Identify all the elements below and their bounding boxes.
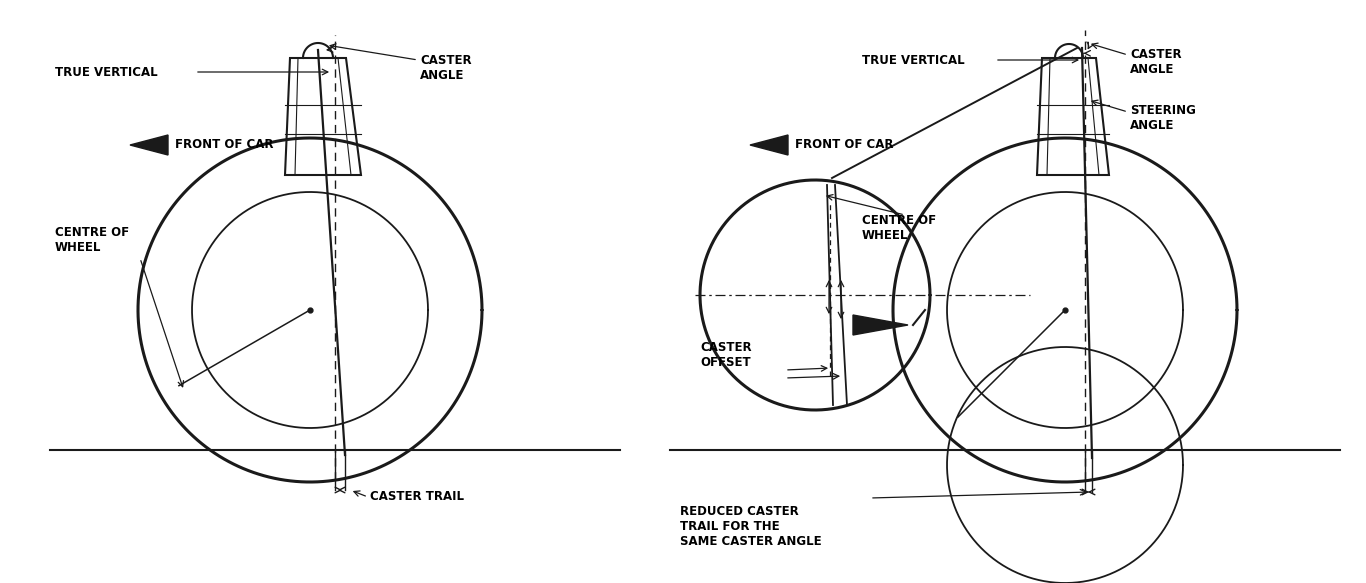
Text: STEERING
ANGLE: STEERING ANGLE <box>1130 104 1195 132</box>
Text: CASTER
OFFSET: CASTER OFFSET <box>699 341 751 369</box>
Text: FRONT OF CAR: FRONT OF CAR <box>795 139 893 152</box>
Text: FRONT OF CAR: FRONT OF CAR <box>175 139 273 152</box>
Text: TRUE VERTICAL: TRUE VERTICAL <box>55 65 157 79</box>
Text: CASTER TRAIL: CASTER TRAIL <box>370 490 464 504</box>
Polygon shape <box>750 135 788 155</box>
Text: CASTER
ANGLE: CASTER ANGLE <box>1130 48 1182 76</box>
Text: CENTRE OF
WHEEL: CENTRE OF WHEEL <box>862 214 936 242</box>
Polygon shape <box>852 315 908 335</box>
Text: CASTER
ANGLE: CASTER ANGLE <box>419 54 471 82</box>
Polygon shape <box>130 135 168 155</box>
Text: TRUE VERTICAL: TRUE VERTICAL <box>862 54 964 66</box>
Text: CENTRE OF
WHEEL: CENTRE OF WHEEL <box>55 226 130 254</box>
Text: REDUCED CASTER
TRAIL FOR THE
SAME CASTER ANGLE: REDUCED CASTER TRAIL FOR THE SAME CASTER… <box>680 505 821 548</box>
